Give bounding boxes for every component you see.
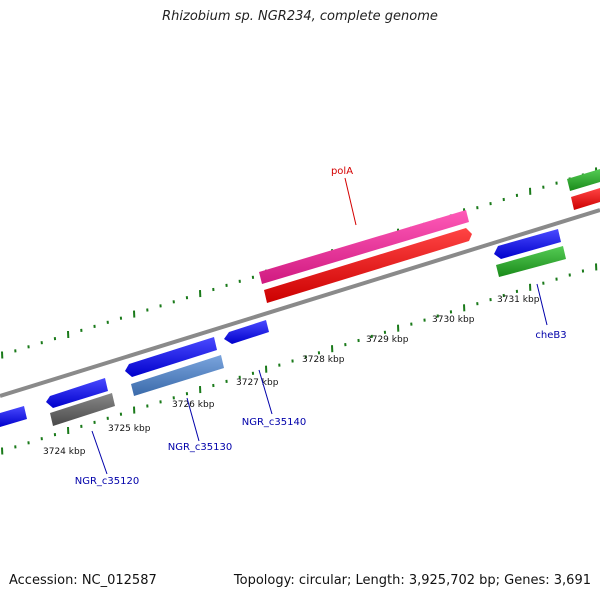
polA-leader	[344, 177, 357, 226]
feature-NGR_c35130[interactable]	[125, 337, 217, 377]
accession-text: Accession: NC_012587	[9, 573, 157, 588]
genome-backbone	[0, 208, 600, 398]
feature-polA-red[interactable]	[264, 228, 472, 303]
gene-label-NGR_c35130[interactable]: NGR_c35130	[168, 442, 233, 453]
feature-blue-mid[interactable]	[224, 320, 269, 344]
gene-label-NGR_c35140[interactable]: NGR_c35140	[242, 417, 307, 428]
tick-label-3730: 3730 kbp	[432, 315, 475, 325]
gene-label-polA[interactable]: polA	[331, 166, 353, 177]
feature-gray[interactable]	[50, 393, 115, 426]
genome-summary-text: Topology: circular; Length: 3,925,702 bp…	[233, 573, 591, 588]
tick-label-3727: 3727 kbp	[236, 378, 279, 388]
feature-blue-left[interactable]	[0, 406, 27, 427]
NGR_c35130-leader	[186, 397, 200, 442]
NGR_c35120-leader	[91, 430, 108, 475]
gene-label-NGR_c35120[interactable]: NGR_c35120	[75, 476, 140, 487]
cheB3-leader	[536, 283, 548, 326]
map-title: Rhizobium sp. NGR234, complete genome	[162, 9, 438, 24]
lower-tick-row	[1, 263, 598, 455]
feature-green-lower[interactable]	[496, 246, 566, 277]
NGR_c35140-leader	[258, 369, 273, 415]
tick-label-3731: 3731 kbp	[497, 295, 540, 305]
feature-cheB3[interactable]	[494, 229, 561, 259]
feature-green-top[interactable]	[567, 169, 600, 191]
tick-label-3725: 3725 kbp	[108, 424, 151, 434]
feature-red-right[interactable]	[571, 188, 600, 210]
gene-label-cheB3[interactable]: cheB3	[535, 330, 566, 341]
feature-pink[interactable]	[259, 210, 469, 284]
tick-label-3726: 3726 kbp	[172, 400, 215, 410]
tick-label-3724: 3724 kbp	[43, 447, 86, 457]
feature-steel[interactable]	[131, 355, 224, 396]
tick-label-3729: 3729 kbp	[366, 335, 409, 345]
feature-NGR_c35120[interactable]	[46, 378, 108, 408]
tick-label-3728: 3728 kbp	[302, 355, 345, 365]
